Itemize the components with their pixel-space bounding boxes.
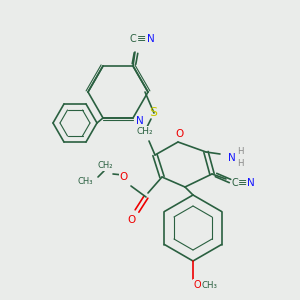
Text: H: H [237, 158, 243, 167]
Text: O: O [127, 215, 135, 225]
Text: ≡: ≡ [137, 34, 147, 44]
Text: O: O [120, 172, 128, 182]
Text: O: O [193, 280, 201, 290]
Text: N: N [147, 34, 155, 44]
Text: N: N [228, 153, 236, 163]
Text: N: N [247, 178, 255, 188]
Text: CH₂: CH₂ [137, 127, 153, 136]
Text: N: N [136, 116, 144, 126]
Text: CH₂: CH₂ [97, 161, 113, 170]
Text: O: O [176, 129, 184, 139]
Text: H: H [237, 146, 243, 155]
Text: C: C [232, 178, 238, 188]
Text: CH₃: CH₃ [202, 280, 218, 290]
Text: ≡: ≡ [238, 178, 248, 188]
Text: CH₃: CH₃ [77, 176, 93, 185]
Text: C: C [130, 34, 136, 44]
Text: S: S [149, 106, 157, 119]
